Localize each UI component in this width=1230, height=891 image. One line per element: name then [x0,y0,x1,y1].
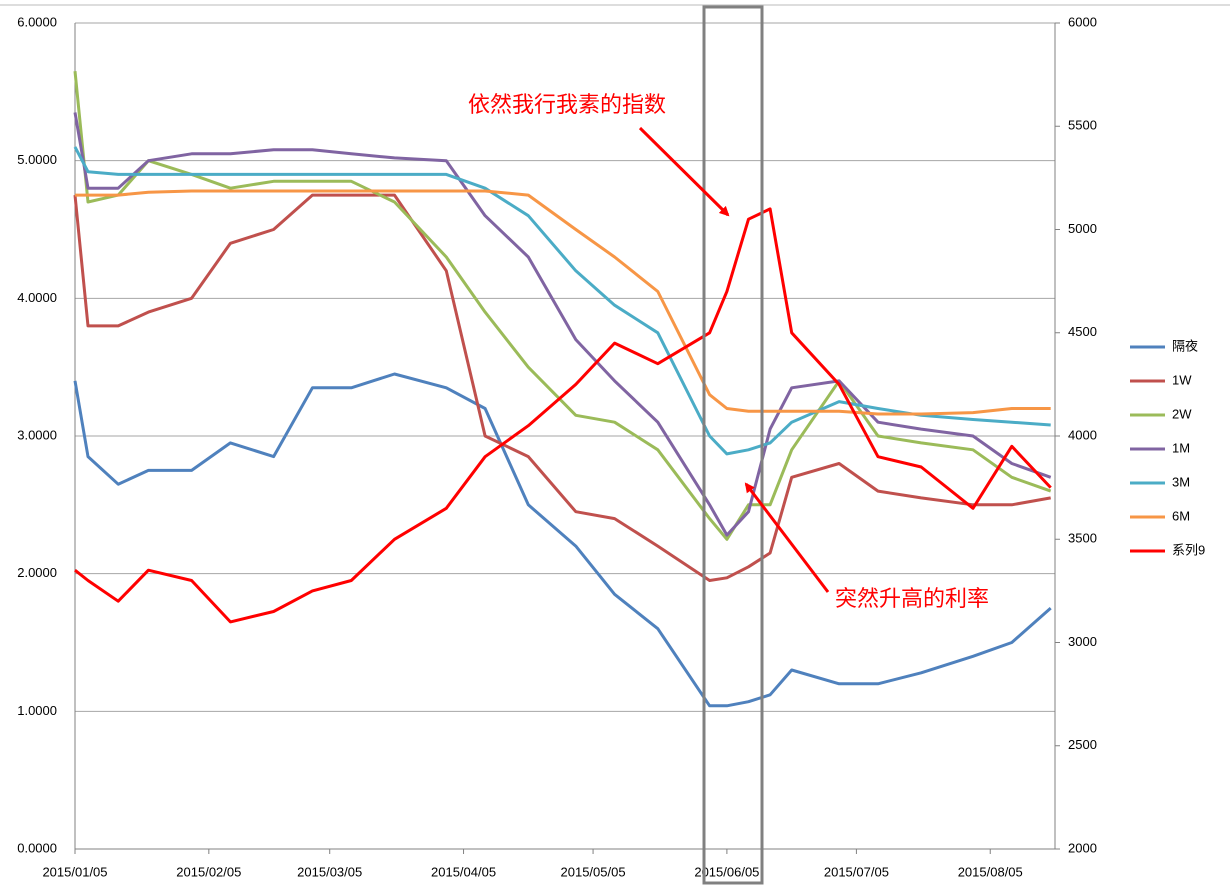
x-tick-label: 2015/05/05 [561,864,626,879]
annotation: 突然升高的利率 [835,587,989,612]
series-line [75,189,1051,416]
arrow [638,126,730,217]
highlight-box [702,5,764,885]
legend-label: 6M [1172,508,1190,523]
y2-tick-label: 6000 [1068,14,1097,29]
legend-label: 3M [1172,474,1190,489]
y-tick-label: 6.0000 [17,14,57,29]
y2-tick-label: 5500 [1068,118,1097,133]
y2-tick-label: 5000 [1068,221,1097,236]
y2-tick-label: 2500 [1068,737,1097,752]
x-tick-label: 2015/03/05 [297,864,362,879]
x-tick-label: 2015/02/05 [176,864,241,879]
legend-label: 1W [1172,372,1192,387]
x-tick-label: 2015/01/05 [42,864,107,879]
y-tick-label: 5.0000 [17,152,57,167]
series-line [73,146,1051,456]
plot-area: 0.0000 1.0000 2.0000 3.0000 4.0000 5.0000 6.00… [17,14,1205,879]
y-tick-label: 4.0000 [17,290,57,305]
y2-tick-label: 4500 [1068,324,1097,339]
series-line [73,193,1051,582]
y-tick-label: 3.0000 [17,427,57,442]
y2-tick-label: 3500 [1068,531,1097,546]
legend-label: 隔夜 [1172,338,1198,353]
x-tick-label: 2015/07/05 [824,864,889,879]
y-tick-label: 0.0000 [17,840,57,855]
series-line [74,207,1052,624]
series-line [73,112,1052,537]
x-tick-label: 2015/04/05 [431,864,496,879]
legend-label: 1M [1172,440,1190,455]
y2-tick-label: 2000 [1068,840,1097,855]
y2-tick-label: 4000 [1068,427,1097,442]
series-line [73,372,1052,708]
y-tick-label: 1.0000 [17,703,57,718]
y2-tick-label: 3000 [1068,634,1097,649]
x-tick-label: 2015/08/05 [958,864,1023,879]
x-tick-label: 2015/06/05 [694,864,759,879]
legend-label: 系列9 [1172,542,1205,557]
y-tick-label: 2.0000 [17,565,57,580]
legend-label: 2W [1172,406,1192,421]
series-line [73,71,1052,541]
arrow [744,482,830,593]
annotation: 依然我行我素的指数 [468,93,666,118]
